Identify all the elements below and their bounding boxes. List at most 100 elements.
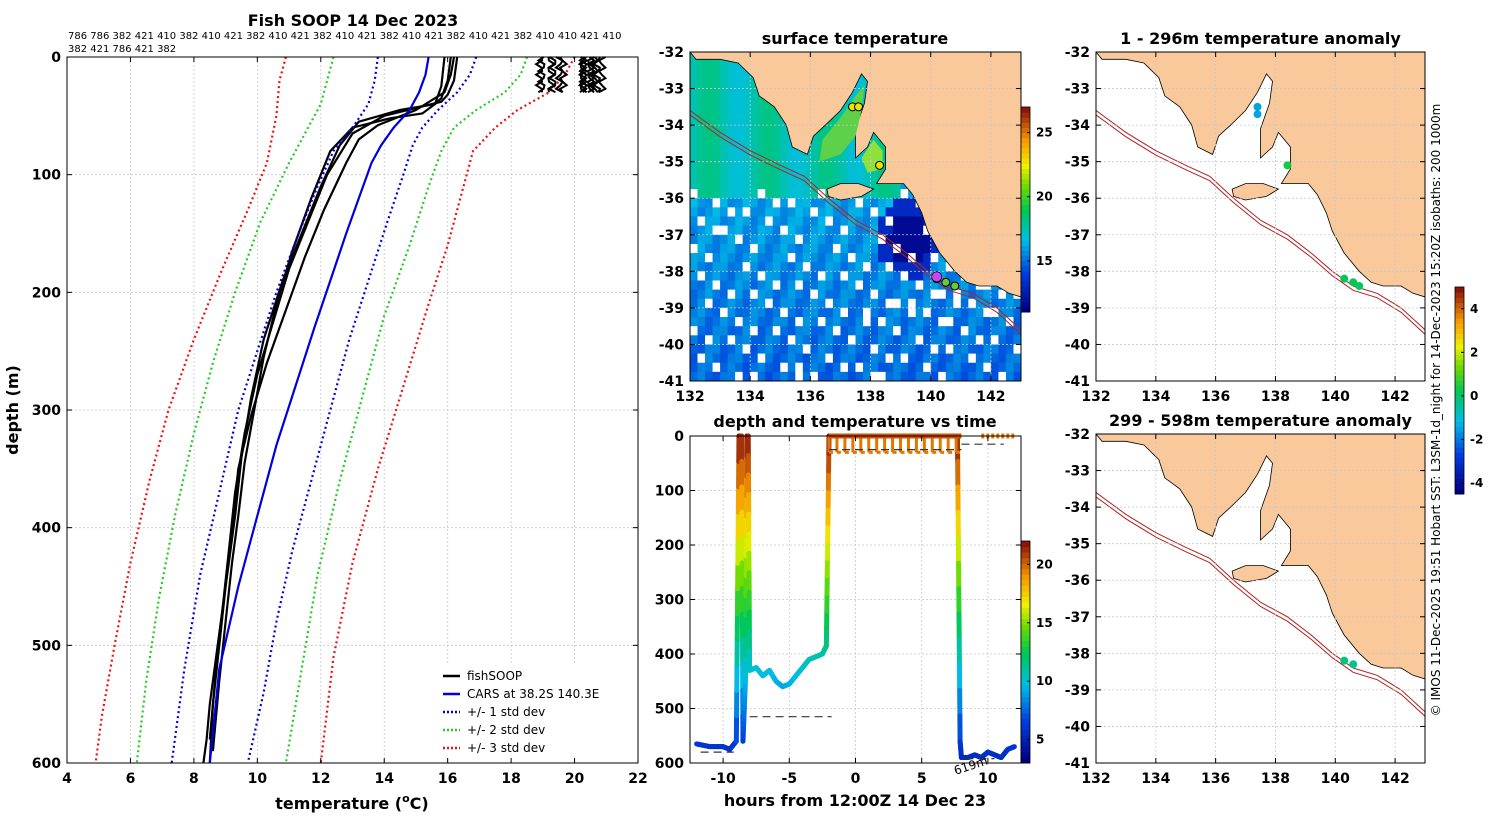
sst-sst-cell [916,363,924,373]
sst-sst-cell [856,372,864,382]
sst-sst-cell [750,171,758,181]
dt-xtick-label: -10 [710,771,736,787]
sst-sst-cell [758,125,766,135]
sst-sst-cell [856,363,864,373]
anom3-anomaly-point [1283,161,1291,169]
sst-sst-cell [773,280,781,290]
profile-xtick-label: 16 [438,771,457,787]
sst-sst-cell [953,354,961,364]
dt-colorbar-segment [1021,724,1030,730]
sst-sst-cell [848,317,856,327]
sst-sst-cell [908,326,916,336]
sst-sst-cell [788,280,796,290]
sst-sst-cell [780,317,788,327]
sst-xtick-label: 134 [736,389,765,405]
sst-ytick-label: -40 [659,337,685,353]
sst-sst-cell [788,189,796,199]
sst-xtick-label: 142 [976,389,1005,405]
sst-sst-cell [886,226,894,236]
sst-sst-cell [863,253,871,263]
sst-sst-cell [908,299,916,309]
sst-sst-cell [901,226,909,236]
sst-sst-cell [803,299,811,309]
sst-sst-cell [991,317,999,327]
sst-sst-cell [893,253,901,263]
sst-sst-cell [698,290,706,300]
sst-sst-cell [833,299,841,309]
sst-sst-cell [901,335,909,345]
sst-sst-cell [713,162,721,172]
sst-sst-cell [840,244,848,254]
sst-sst-cell [856,308,864,318]
sst-sst-cell [833,280,841,290]
sst-sst-cell [901,317,909,327]
sst-sst-cell [720,171,728,181]
sst-sst-cell [795,372,803,382]
profile-xtick-label: 20 [565,771,585,787]
sst-sst-cell [991,344,999,354]
sst-sst-cell [916,226,924,236]
sst-sst-cell [750,290,758,300]
sst-sst-cell [758,171,766,181]
sst-sst-cell [743,235,751,245]
sst-sst-cell [893,317,901,327]
sst-sst-cell [998,317,1006,327]
sst-sst-cell [916,372,924,382]
sst-sst-cell [765,308,773,318]
sst-sst-cell [698,235,706,245]
sst-sst-cell [818,262,826,272]
sst-sst-cell [728,271,736,281]
sst-sst-cell [863,198,871,208]
sst-sst-cell [750,326,758,336]
sst-sst-cell [705,171,713,181]
sst-sst-cell [803,317,811,327]
anom-colorbar-segment [1455,453,1464,459]
sst-sst-cell [773,372,781,382]
sst-sst-cell [833,217,841,227]
sst-sst-cell [901,280,909,290]
anom-colorbar-segment [1455,380,1464,386]
sst-sst-cell [953,344,961,354]
dt-xtick-label: -5 [782,771,798,787]
sst-sst-cell [743,134,751,144]
sst-sst-cell [743,162,751,172]
anom4-anomaly-point [1340,657,1348,665]
sst-sst-cell [773,344,781,354]
sst-sst-cell [825,253,833,263]
sst-sst-cell [825,308,833,318]
sst-sst-cell [938,363,946,373]
sst-sst-cell [728,235,736,245]
dt-colorbar-segment [1021,613,1030,619]
sst-sst-cell [780,153,788,163]
sst-sst-cell [983,354,991,364]
sst-sst-cell [705,299,713,309]
sst-sst-cell [863,207,871,217]
sst-sst-cell [863,335,871,345]
sst-sst-cell [713,308,721,318]
sst-sst-cell [750,198,758,208]
sst-sst-cell [968,372,976,382]
sst-sst-cell [803,235,811,245]
sst-sst-cell [825,372,833,382]
sst-sst-cell [728,226,736,236]
sst-sst-cell [780,308,788,318]
sst-sst-cell [773,335,781,345]
sst-sst-cell [968,299,976,309]
sst-sst-cell [728,180,736,190]
sst-sst-cell [705,326,713,336]
anom3-ytick-label: -34 [1065,118,1091,134]
sst-sst-cell [743,153,751,163]
sst-colorbar-segment [1021,266,1030,272]
sst-sst-cell [758,180,766,190]
sst-sst-cell [705,153,713,163]
sst-sst-cell [713,153,721,163]
sst-sst-cell [871,207,879,217]
sst-sst-cell [848,153,856,163]
sst-sst-cell [893,189,901,199]
sst-sst-cell [795,253,803,263]
sst-sst-cell [750,162,758,172]
sst-sst-cell [720,61,728,71]
sst-sst-cell [968,335,976,345]
sst-sst-cell [773,363,781,373]
dt-colorbar-segment [1021,658,1030,664]
